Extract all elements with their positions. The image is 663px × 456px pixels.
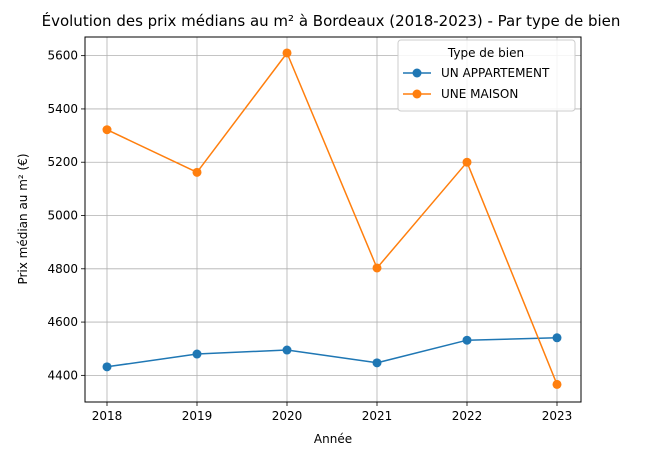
x-tick-label: 2019 bbox=[182, 409, 213, 423]
legend-swatch-marker bbox=[412, 68, 422, 78]
x-tick-label: 2018 bbox=[92, 409, 123, 423]
chart-title: Évolution des prix médians au m² à Borde… bbox=[42, 11, 621, 30]
data-point bbox=[372, 263, 382, 273]
y-tick-label: 4600 bbox=[47, 315, 78, 329]
y-axis-label: Prix médian au m² (€) bbox=[16, 153, 30, 284]
y-tick-label: 5400 bbox=[47, 102, 78, 116]
y-tick-label: 4400 bbox=[47, 368, 78, 382]
x-tick-label: 2020 bbox=[272, 409, 303, 423]
legend-title: Type de bien bbox=[447, 46, 524, 60]
data-point bbox=[552, 379, 562, 389]
data-point bbox=[282, 48, 292, 58]
y-tick-label: 4800 bbox=[47, 262, 78, 276]
series-line bbox=[106, 337, 558, 368]
legend-label: UNE MAISON bbox=[441, 87, 518, 101]
y-axis: 4400 4600 4800 5000 5200 5400 5600 bbox=[47, 49, 85, 382]
series-line bbox=[106, 52, 558, 385]
data-point bbox=[102, 125, 112, 135]
plot-frame bbox=[84, 36, 582, 403]
legend-item: UN APPARTEMENT bbox=[403, 66, 550, 80]
data-point bbox=[462, 335, 472, 345]
x-tick-label: 2023 bbox=[542, 409, 573, 423]
legend-items: UN APPARTEMENT UNE MAISON bbox=[403, 66, 550, 101]
y-tick-label: 5000 bbox=[47, 209, 78, 223]
y-tick-label: 5600 bbox=[47, 49, 78, 63]
legend: Type de bien UN APPARTEMENT UNE MAISON bbox=[397, 39, 576, 112]
data-point bbox=[192, 167, 202, 177]
legend-box bbox=[397, 39, 576, 112]
y-tick-label: 5200 bbox=[47, 155, 78, 169]
series-1 bbox=[102, 48, 562, 389]
data-point bbox=[462, 157, 472, 167]
legend-swatch-marker bbox=[412, 89, 422, 99]
data-point bbox=[552, 333, 562, 343]
series-0 bbox=[102, 333, 562, 372]
data-point bbox=[192, 349, 202, 359]
data-point bbox=[372, 358, 382, 368]
data-point bbox=[102, 362, 112, 372]
legend-item: UNE MAISON bbox=[403, 87, 518, 101]
series-layer bbox=[102, 48, 562, 389]
x-tick-label: 2021 bbox=[362, 409, 393, 423]
x-tick-label: 2022 bbox=[452, 409, 483, 423]
data-point bbox=[282, 345, 292, 355]
legend-label: UN APPARTEMENT bbox=[441, 66, 550, 80]
x-axis-label: Année bbox=[314, 432, 352, 446]
x-axis: 2018 2019 2020 2021 2022 2023 bbox=[92, 402, 573, 423]
